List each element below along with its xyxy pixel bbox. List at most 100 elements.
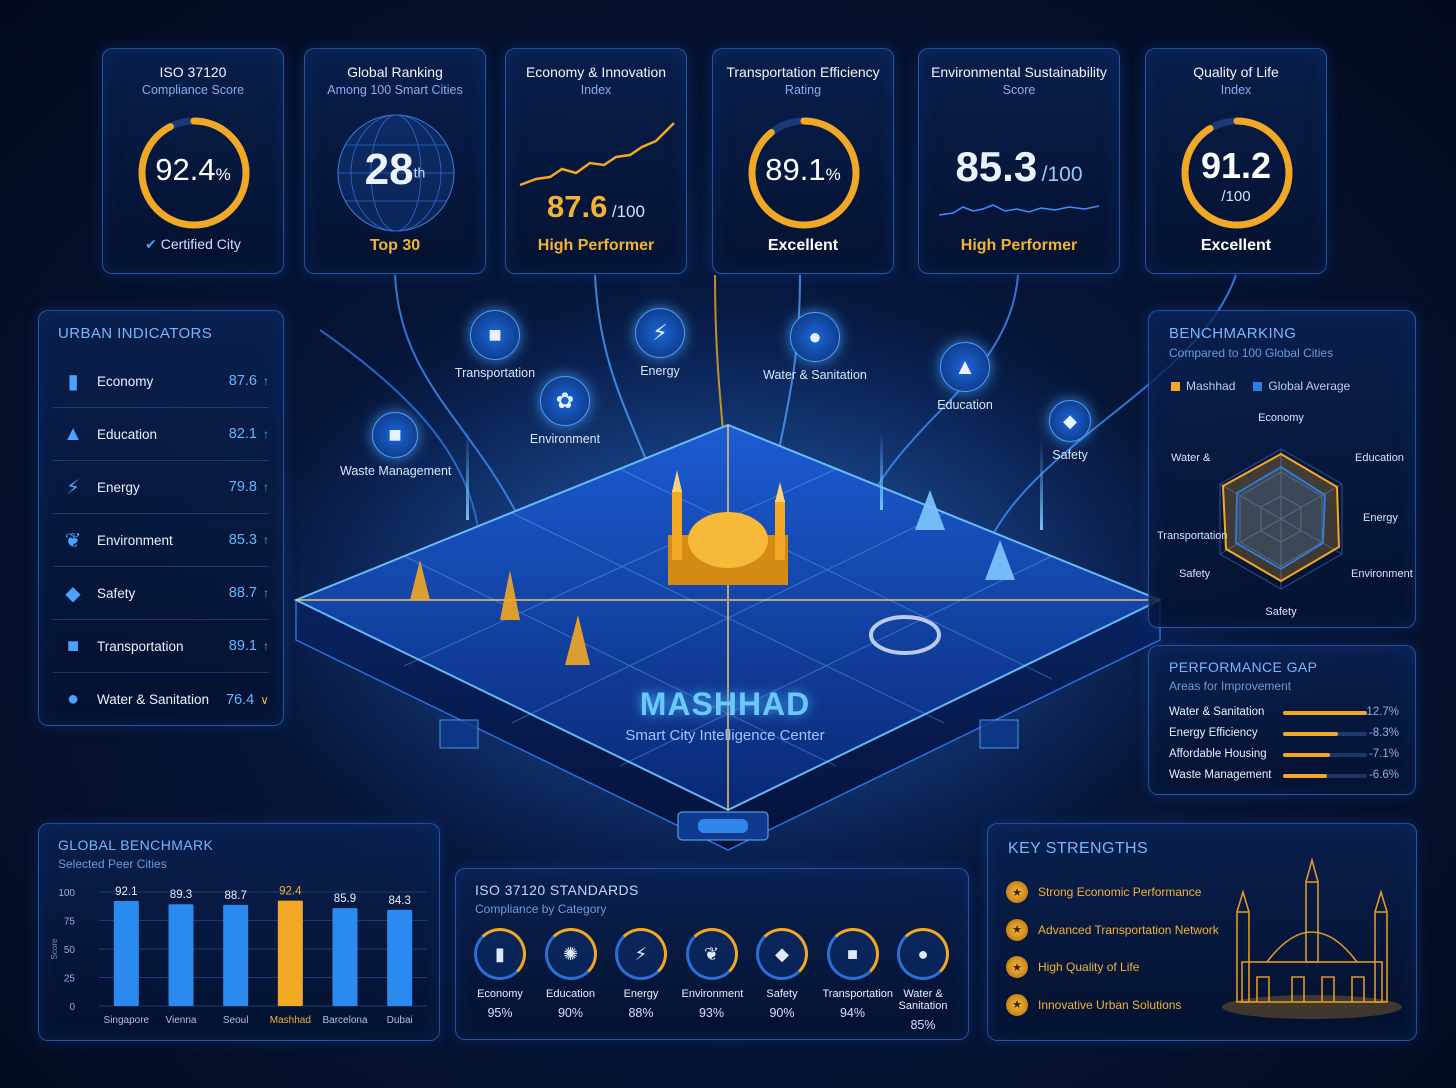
map-node-water[interactable]: ● Water & Sanitation: [760, 312, 870, 382]
gap-value: -8.3%: [1368, 727, 1399, 739]
kpi-global-ranking[interactable]: Global Ranking Among 100 Smart Cities 28…: [304, 48, 486, 274]
map-node-label: Environment: [529, 432, 601, 446]
strength-badge-icon: ★: [1006, 881, 1028, 903]
gap-bar-fill: [1283, 732, 1338, 736]
y-tick-label: 0: [69, 1002, 75, 1013]
x-tick-label: Seoul: [223, 1015, 249, 1026]
indicator-row-water-sanitation[interactable]: ● Water & Sanitation 76.4 ∨: [53, 673, 269, 726]
bus-icon: ■: [66, 634, 80, 657]
standard-safety[interactable]: ◆ Safety 90%: [752, 928, 812, 1020]
strength-badge-icon: ★: [1006, 918, 1028, 941]
water-drop-icon: ●: [66, 688, 80, 710]
leaf-icon: ✿: [540, 376, 590, 426]
map-node-safety[interactable]: ◆ Safety: [1030, 400, 1110, 462]
kpi-title: Quality of Life: [1193, 64, 1279, 80]
panel-title: BENCHMARKING: [1169, 325, 1297, 342]
quality-ring: [1181, 117, 1293, 229]
standard-economy[interactable]: ▮ Economy 95%: [470, 928, 530, 1020]
strength-label: High Quality of Life: [1038, 960, 1140, 974]
indicator-value: 82.1: [228, 426, 257, 442]
trend-up-icon: ↑: [263, 533, 269, 547]
indicator-value: 76.4: [225, 691, 255, 708]
x-tick-label: Mashhad: [270, 1015, 311, 1026]
shield-icon: ◆: [756, 928, 808, 980]
indicator-row-economy[interactable]: ▮ Economy 87.6 ↑: [53, 355, 269, 408]
bus-icon: ■: [470, 310, 520, 360]
kpi-value: 28th: [364, 145, 426, 194]
indicator-row-environment[interactable]: ❦ Environment 85.3 ↑: [53, 514, 269, 567]
map-node-label: Energy: [640, 364, 680, 378]
standard-value: 85%: [910, 1018, 936, 1032]
y-tick-label: 100: [58, 888, 75, 899]
map-node-education[interactable]: ▲ Education: [915, 342, 1015, 412]
kpi-transportation-efficiency[interactable]: Transportation Efficiency Rating 89.1% E…: [712, 48, 894, 274]
gap-label: Affordable Housing: [1169, 748, 1267, 760]
standard-transportation[interactable]: ■ Transportation 94%: [823, 928, 893, 1020]
kpi-subtitle: Score: [1002, 83, 1036, 97]
bar-chart-icon: ▮: [474, 928, 526, 980]
x-tick-label: Singapore: [104, 1015, 150, 1026]
kpi-footer: Excellent: [767, 237, 839, 254]
strength-item: ★ Innovative Urban Solutions: [1006, 993, 1181, 1016]
map-node-environment[interactable]: ✿ Environment: [510, 376, 620, 446]
map-node-waste[interactable]: ■ Waste Management: [340, 412, 451, 478]
indicator-row-transportation[interactable]: ■ Transportation 89.1 ↑: [53, 620, 269, 673]
strength-label: Strong Economic Performance: [1038, 885, 1202, 899]
indicator-row-energy[interactable]: ⚡ Energy 79.8 ↑: [53, 461, 269, 514]
bar-mashhad: [277, 900, 303, 1006]
standard-value: 93%: [698, 1006, 725, 1020]
standard-education[interactable]: ✺ Education 90%: [541, 928, 601, 1020]
water-drop-icon: ●: [897, 928, 949, 980]
panel-subtitle: Compliance by Category: [475, 902, 607, 916]
standard-water-sanitation[interactable]: ● Water & Sanitation 85%: [893, 928, 953, 1032]
kpi-environmental-sustainability[interactable]: Environmental Sustainability Score 85.3 …: [918, 48, 1120, 274]
trend-up-icon: ↑: [263, 374, 269, 388]
graduation-cap-icon: ▲: [63, 422, 83, 445]
radar-axis-label: Safety: [1265, 606, 1297, 618]
gap-bar: [1283, 732, 1367, 736]
brain-icon: ✺: [544, 928, 597, 980]
kpi-quality-of-life[interactable]: Quality of Life Index 91.2 /100 Excellen…: [1145, 48, 1327, 274]
standard-label: Education: [546, 988, 595, 1000]
kpi-title: Global Ranking: [347, 64, 443, 80]
standard-energy[interactable]: ⚡ Energy 88%: [611, 928, 671, 1020]
bar-value-label: 92.1: [115, 886, 137, 898]
kpi-iso-compliance[interactable]: ISO 37120 Compliance Score 92.4% ✔ Certi…: [102, 48, 284, 274]
gap-row: Energy Efficiency -8.3%: [1169, 724, 1399, 744]
panel-title: GLOBAL BENCHMARK: [58, 837, 214, 853]
radar-axis-label: Economy: [1258, 412, 1304, 424]
globe-icon: [337, 114, 455, 232]
bar-value-label: 92.4: [279, 886, 302, 898]
gap-label: Water & Sanitation: [1169, 706, 1265, 718]
map-node-transportation[interactable]: ■ Transportation: [445, 310, 545, 380]
strength-item: ★ Strong Economic Performance: [1006, 881, 1201, 903]
indicator-row-education[interactable]: ▲ Education 82.1 ↑: [53, 408, 269, 461]
kpi-value: 87.6 /100: [547, 189, 645, 224]
gap-bar-fill: [1283, 774, 1327, 778]
standard-environment[interactable]: ❦ Environment 93%: [682, 928, 743, 1020]
radar-axis-label: Education: [1355, 452, 1404, 464]
certified-badge: ✔ Certified City: [145, 236, 241, 252]
strength-item: ★ High Quality of Life: [1006, 956, 1139, 978]
global-benchmark-panel: GLOBAL BENCHMARK Selected Peer Cities 0 2…: [38, 823, 440, 1041]
indicator-row-safety[interactable]: ◆ Safety 88.7 ↑: [53, 567, 269, 620]
indicator-label: Energy: [97, 479, 140, 495]
standard-label: Economy: [477, 988, 523, 1000]
gap-label: Energy Efficiency: [1169, 727, 1258, 739]
x-tick-label: Dubai: [387, 1015, 413, 1026]
trend-up-icon: ↑: [263, 427, 269, 441]
lightning-icon: ⚡: [65, 476, 81, 499]
kpi-subtitle: Among 100 Smart Cities: [327, 83, 463, 97]
gap-value: -6.6%: [1368, 769, 1399, 781]
leaf-icon: ❦: [64, 529, 82, 552]
indicator-label: Water & Sanitation: [97, 692, 210, 707]
panel-title: PERFORMANCE GAP: [1169, 659, 1318, 675]
gap-bar-fill: [1283, 711, 1367, 715]
map-node-energy[interactable]: ⚡ Energy: [610, 308, 710, 378]
kpi-footer: Excellent: [1200, 237, 1272, 254]
panel-title: URBAN INDICATORS: [58, 325, 213, 342]
city-name: MASHHAD: [639, 686, 811, 722]
urban-indicators-panel: URBAN INDICATORS ▮ Economy 87.6 ↑ ▲ Education…: [38, 310, 284, 726]
kpi-economy-innovation[interactable]: Economy & Innovation Index 87.6 /100 Hig…: [505, 48, 687, 274]
